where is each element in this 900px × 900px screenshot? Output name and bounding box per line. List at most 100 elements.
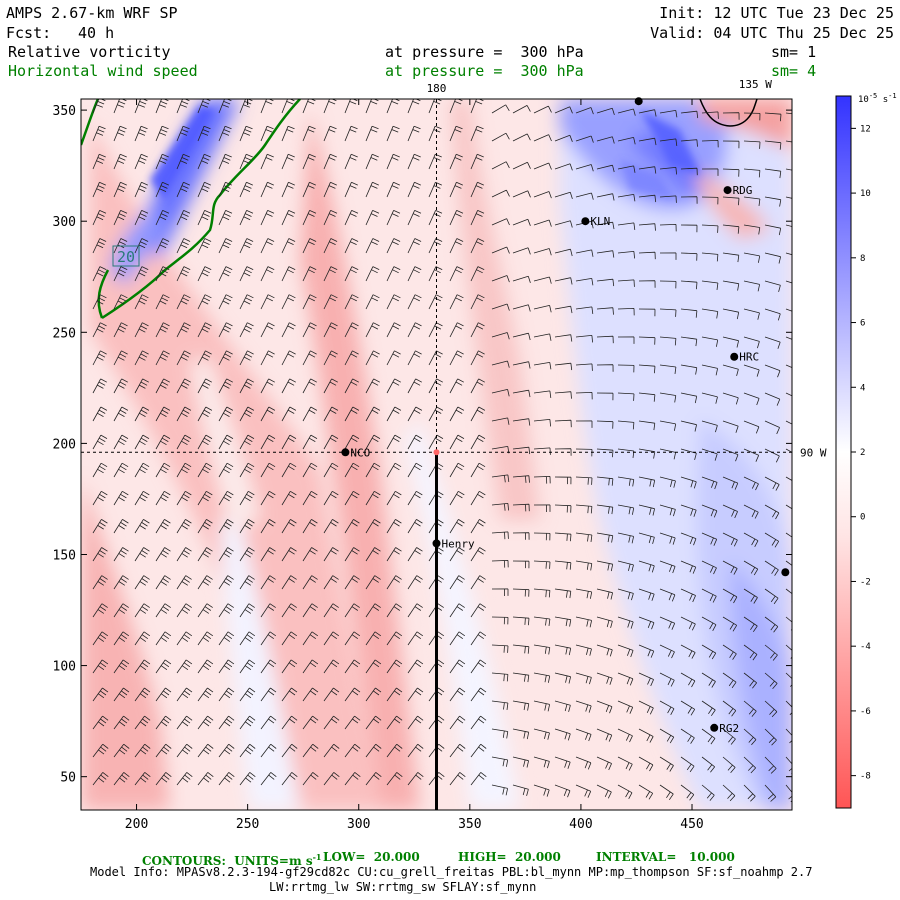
- wind-barb: [785, 560, 792, 574]
- wind-barb: [239, 181, 253, 198]
- model-info-physics: LW:rrtmg_lw SW:rrtmg_sw SFLAY:sf_mynn: [269, 880, 537, 894]
- wind-barb: [407, 181, 421, 198]
- wind-barb: [575, 249, 594, 257]
- wind-barb: [302, 181, 316, 198]
- wind-barb: [680, 224, 698, 233]
- wind-barb: [764, 420, 780, 435]
- wind-barb: [764, 392, 781, 406]
- wind-barb: [302, 547, 318, 562]
- wind-barb: [386, 153, 400, 170]
- wind-barb: [512, 728, 530, 740]
- wind-barb: [659, 448, 676, 460]
- wind-barb: [302, 322, 317, 338]
- wind-barb: [470, 603, 486, 618]
- wind-barb: [386, 406, 402, 422]
- wind-barb: [743, 588, 758, 604]
- wind-barb: [617, 784, 633, 799]
- wind-barb: [197, 772, 214, 786]
- wind-barb: [491, 161, 510, 170]
- wind-barb: [491, 275, 510, 283]
- wind-barb: [596, 644, 613, 657]
- wind-barb: [113, 631, 130, 646]
- wind-barb: [722, 252, 740, 263]
- wind-barb: [680, 364, 698, 375]
- wind-barb: [218, 406, 234, 422]
- station-label: KLN: [590, 215, 610, 228]
- wind-barb: [554, 476, 572, 485]
- wind-barb: [176, 210, 191, 226]
- wind-barb: [281, 125, 295, 142]
- wind-barb: [239, 294, 254, 310]
- wind-barb: [239, 322, 254, 338]
- wind-barb: [785, 336, 792, 340]
- wind-barb: [680, 420, 697, 432]
- wind-barb: [785, 112, 792, 115]
- wind-barb: [785, 532, 792, 538]
- wind-barb: [92, 687, 109, 702]
- wind-barb: [638, 308, 656, 317]
- field2-level: at pressure = 300 hPa: [385, 62, 584, 80]
- y-tick-label: 200: [53, 437, 76, 452]
- wind-barb: [743, 644, 758, 661]
- station-dot: [723, 186, 732, 195]
- contour-label-box: [112, 245, 140, 267]
- wind-barb: [659, 532, 676, 545]
- wind-barb: [323, 378, 338, 394]
- wind-barb: [323, 322, 338, 338]
- wind-barb: [176, 406, 192, 422]
- wind-speed-contour: [81, 99, 100, 146]
- wind-barb: [344, 434, 360, 450]
- wind-barb: [323, 603, 339, 618]
- wind-barb: [701, 420, 718, 433]
- wind-barb: [386, 743, 403, 758]
- wind-barb: [785, 196, 792, 199]
- wind-barb: [239, 687, 256, 702]
- wind-barb: [302, 772, 319, 786]
- wind-barb: [722, 140, 740, 149]
- wind-barb: [155, 294, 170, 310]
- wind-barb: [575, 476, 593, 485]
- wind-barb: [764, 336, 781, 349]
- wind-barb: [386, 181, 400, 198]
- wind-barb: [260, 743, 277, 758]
- wind-barb: [596, 756, 612, 771]
- wind-barb: [92, 125, 106, 142]
- wind-barb: [764, 308, 781, 321]
- wind-barb: [134, 125, 148, 142]
- wind-barb: [134, 659, 151, 674]
- wind-barb: [533, 305, 552, 313]
- wind-barb: [155, 462, 171, 478]
- wind-barb: [638, 137, 657, 146]
- wind-barb: [638, 194, 657, 203]
- wind-barb: [386, 603, 402, 618]
- wind-barb: [365, 547, 381, 562]
- wind-barb: [617, 165, 636, 173]
- wind-barb: [197, 153, 211, 170]
- wind-barb: [449, 462, 465, 478]
- wind-barb: [344, 575, 360, 590]
- wind-barb: [365, 687, 382, 702]
- wind-barb: [512, 560, 530, 569]
- wind-barb: [659, 195, 677, 203]
- wind-barb: [260, 238, 275, 254]
- wind-barb: [764, 784, 777, 802]
- wind-barb: [617, 279, 635, 287]
- wind-barb: [428, 406, 444, 422]
- wind-barb: [470, 266, 485, 282]
- x-tick-label: 350: [458, 817, 481, 832]
- colorbar-tick-label: 8: [860, 254, 865, 264]
- wind-barb: [449, 772, 466, 786]
- wind-barb: [722, 308, 740, 320]
- wind-barb: [533, 134, 552, 142]
- wind-barb: [407, 238, 422, 254]
- wind-barb: [281, 659, 298, 674]
- wind-barb: [701, 336, 719, 347]
- wind-barb: [722, 700, 737, 717]
- wind-barb: [218, 519, 234, 534]
- plot-frame: [80, 98, 793, 811]
- wind-barb: [386, 659, 403, 674]
- cross-section-endpoint: [433, 449, 440, 456]
- wind-barb: [302, 406, 318, 422]
- wind-barb: [239, 153, 253, 170]
- wind-barb: [491, 417, 510, 425]
